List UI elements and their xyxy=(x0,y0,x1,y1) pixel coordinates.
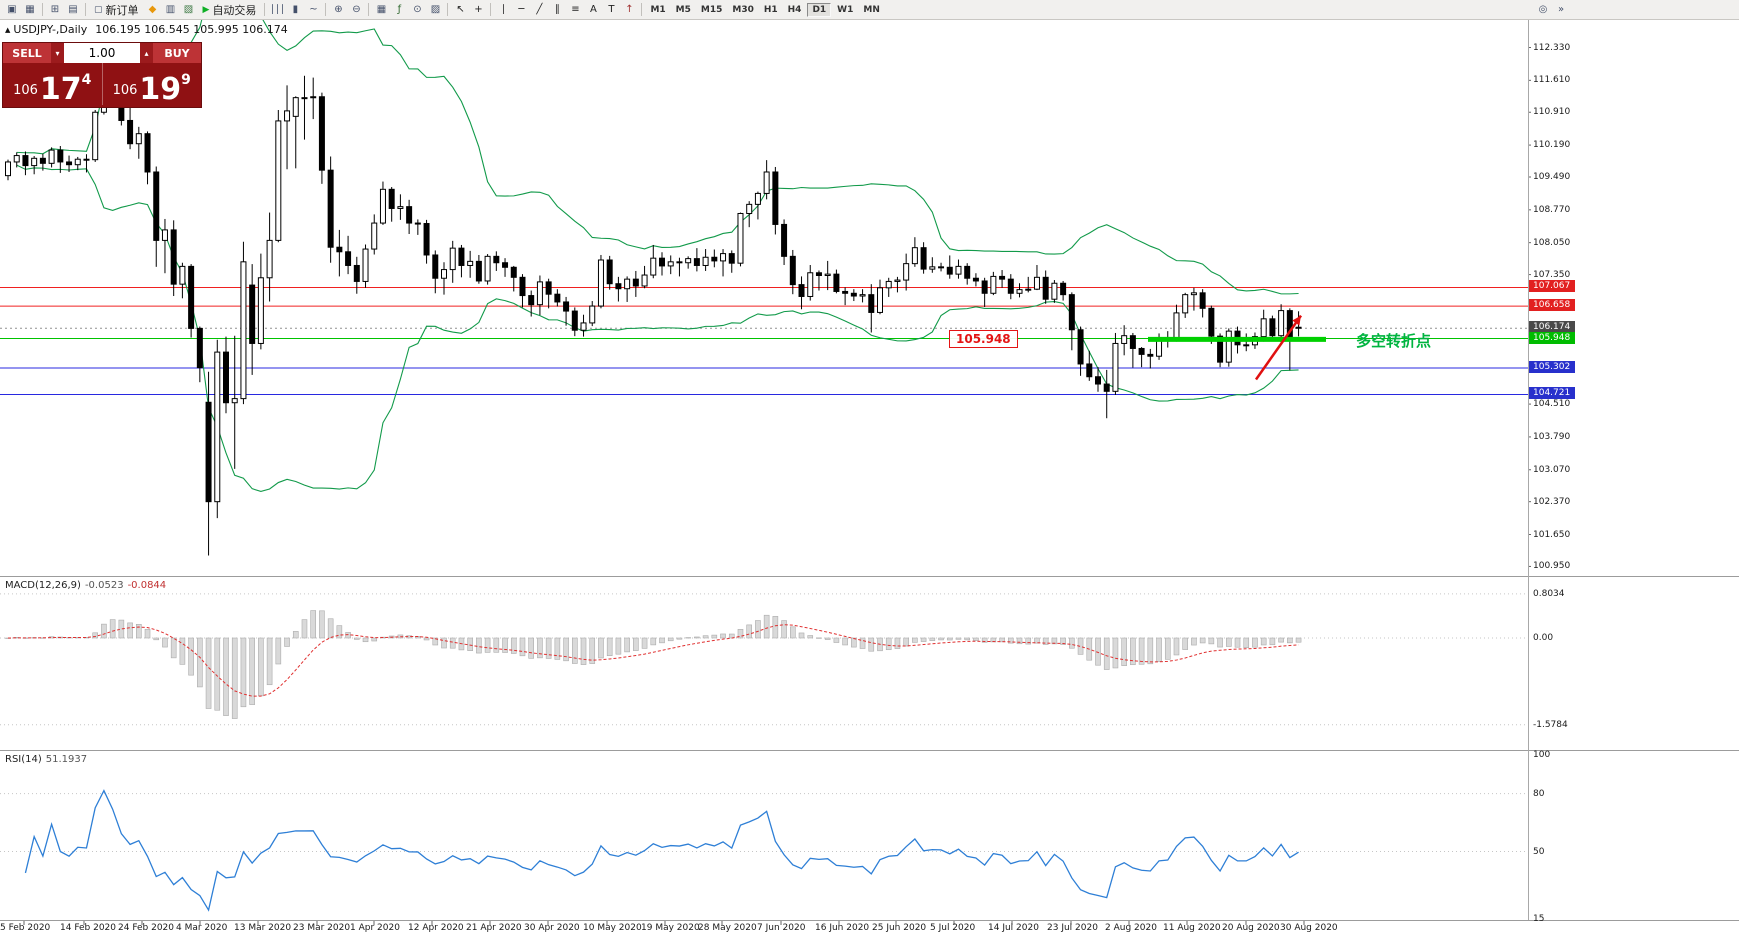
macd-value: -0.0523 xyxy=(84,580,124,591)
chart-shift-icon[interactable]: » xyxy=(1557,4,1565,15)
rsi-pane xyxy=(0,789,1528,912)
timeframe-mn[interactable]: MN xyxy=(863,4,880,15)
toolbar-separator xyxy=(368,3,370,16)
play-icon: ▶ xyxy=(202,4,210,15)
arrows-icon[interactable]: ↑ xyxy=(625,4,634,15)
buy-button[interactable]: BUY xyxy=(153,43,201,63)
toolbar: ▣ ▦ ⊞ ▤ ▢ 新订单 ◆ ▥ ▧ ▶ 自动交易 ∣∣∣ ▮ ~ ⊕ ⊖ ▦ ƒ ⊙ ▨ ↖ + ∣ ─ ╱ ∥ ≡ A T ↑ M1 M… xyxy=(0,0,1739,20)
buy-price-pipette: 9 xyxy=(181,72,191,88)
cursor-icon[interactable]: ↖ xyxy=(456,4,465,15)
new-order-button-label: 新订单 xyxy=(105,3,139,17)
price-level-annotation[interactable]: 105.948 xyxy=(949,329,1018,348)
tile-windows-icon[interactable]: ▦ xyxy=(25,4,35,15)
navigator-icon[interactable]: ▧ xyxy=(183,4,194,15)
timeframe-h1[interactable]: H1 xyxy=(763,4,778,15)
macd-pane xyxy=(0,593,1528,726)
edit-symbol-icon[interactable]: ◎ xyxy=(1538,4,1548,15)
zoom-out-icon[interactable]: ⊖ xyxy=(352,4,361,15)
auto-trading-button[interactable]: ▶ 自动交易 xyxy=(198,2,262,18)
toolbar-separator xyxy=(490,3,492,16)
chart-title: ▲ USDJPY-,Daily 106.195 106.545 105.995 10… xyxy=(5,23,288,36)
buy-price-button[interactable]: 106 19 9 xyxy=(101,63,202,107)
fibonacci-icon[interactable]: ≡ xyxy=(571,4,580,15)
macd-signal-line xyxy=(7,624,1299,697)
candlestick-chart-icon[interactable]: ▮ xyxy=(292,4,299,15)
trend-arrow-head xyxy=(1292,315,1301,326)
horizontal-line-icon[interactable]: ─ xyxy=(518,4,525,15)
volume-input[interactable]: 1.00 xyxy=(64,43,140,63)
channel-icon[interactable]: ∥ xyxy=(554,4,560,15)
symbol-period: USDJPY-,Daily xyxy=(13,23,88,36)
macd-histogram xyxy=(5,610,1302,719)
turning-point-annotation[interactable]: 多空转折点 xyxy=(1356,331,1432,350)
toolbar-separator xyxy=(641,3,643,16)
toolbar-separator xyxy=(325,3,327,16)
candlestick-series xyxy=(5,52,1302,556)
data-window-icon[interactable]: ▥ xyxy=(165,4,176,15)
line-chart-icon[interactable]: ~ xyxy=(309,4,318,15)
new-order-button[interactable]: ▢ 新订单 xyxy=(89,2,144,18)
sell-price-button[interactable]: 106 17 4 xyxy=(3,63,102,105)
volume-increase-button[interactable]: ▴ xyxy=(140,43,153,63)
trade-panel-price-row: 106 17 4 106 19 9 xyxy=(3,63,201,105)
sell-price-figure: 106 xyxy=(13,83,38,98)
macd-label: MACD(12,26,9) -0.0523 -0.0844 xyxy=(5,580,166,591)
trend-arrow[interactable] xyxy=(1254,314,1303,381)
buy-price-figure: 106 xyxy=(112,83,138,98)
vertical-line-icon[interactable]: ∣ xyxy=(500,4,506,15)
label-icon[interactable]: T xyxy=(608,4,615,15)
macd-name: MACD(12,26,9) xyxy=(5,580,81,591)
timeframe-d1[interactable]: D1 xyxy=(807,2,832,17)
new-chart-icon[interactable]: ⊞ xyxy=(50,4,60,15)
auto-trading-button-label: 自动交易 xyxy=(212,3,257,17)
profiles-icon[interactable]: ▤ xyxy=(68,4,78,15)
trade-panel-top-row: SELL ▾ 1.00 ▴ BUY xyxy=(3,43,201,63)
tile-grid-icon[interactable]: ▦ xyxy=(376,4,387,15)
toolbar-separator xyxy=(264,3,266,16)
timeframe-m30[interactable]: M30 xyxy=(732,4,754,15)
crosshair-icon[interactable]: + xyxy=(474,4,483,15)
rsi-line xyxy=(24,789,1299,912)
main-chart xyxy=(0,18,1528,556)
timeframe-m15[interactable]: M15 xyxy=(700,4,723,15)
indicators-icon[interactable]: ƒ xyxy=(397,4,402,15)
rsi-value: 51.1937 xyxy=(45,754,88,765)
toolbar-separator xyxy=(42,3,43,16)
new-window-icon[interactable]: ▣ xyxy=(7,4,17,15)
sell-price-pips: 17 xyxy=(39,71,82,107)
timeframe-m1[interactable]: M1 xyxy=(650,4,666,15)
timeframe-h4[interactable]: H4 xyxy=(787,4,802,15)
trendline-icon[interactable]: ╱ xyxy=(536,4,543,15)
volume-decrease-button[interactable]: ▾ xyxy=(51,43,64,63)
toolbar-separator xyxy=(85,3,86,16)
buy-price-pips: 19 xyxy=(139,71,182,107)
zoom-in-icon[interactable]: ⊕ xyxy=(334,4,343,15)
bar-chart-icon[interactable]: ∣∣∣ xyxy=(269,4,285,15)
periods-icon[interactable]: ⊙ xyxy=(413,4,422,15)
ohlc-values: 106.195 106.545 105.995 106.174 xyxy=(95,23,288,36)
toolbar-separator xyxy=(447,3,449,16)
macd-signal-value: -0.0844 xyxy=(127,580,167,591)
sell-price-pipette: 4 xyxy=(81,72,92,88)
text-icon[interactable]: A xyxy=(590,4,597,15)
bollinger-lower-band xyxy=(16,164,1299,493)
one-click-trading-panel: SELL ▾ 1.00 ▴ BUY 106 17 4 106 19 9 xyxy=(2,42,202,108)
metaquotes-icon[interactable]: ◆ xyxy=(148,4,157,15)
sell-button[interactable]: SELL xyxy=(3,43,51,63)
templates-icon[interactable]: ▨ xyxy=(430,4,441,15)
order-doc-icon: ▢ xyxy=(94,4,103,15)
rsi-label: RSI(14) 51.1937 xyxy=(5,754,87,765)
timeframe-w1[interactable]: W1 xyxy=(837,4,854,15)
timeframe-m5[interactable]: M5 xyxy=(675,4,691,15)
collapse-icon[interactable]: ▲ xyxy=(5,26,11,34)
bollinger-upper-band xyxy=(16,18,1299,295)
rsi-name: RSI(14) xyxy=(5,754,42,765)
